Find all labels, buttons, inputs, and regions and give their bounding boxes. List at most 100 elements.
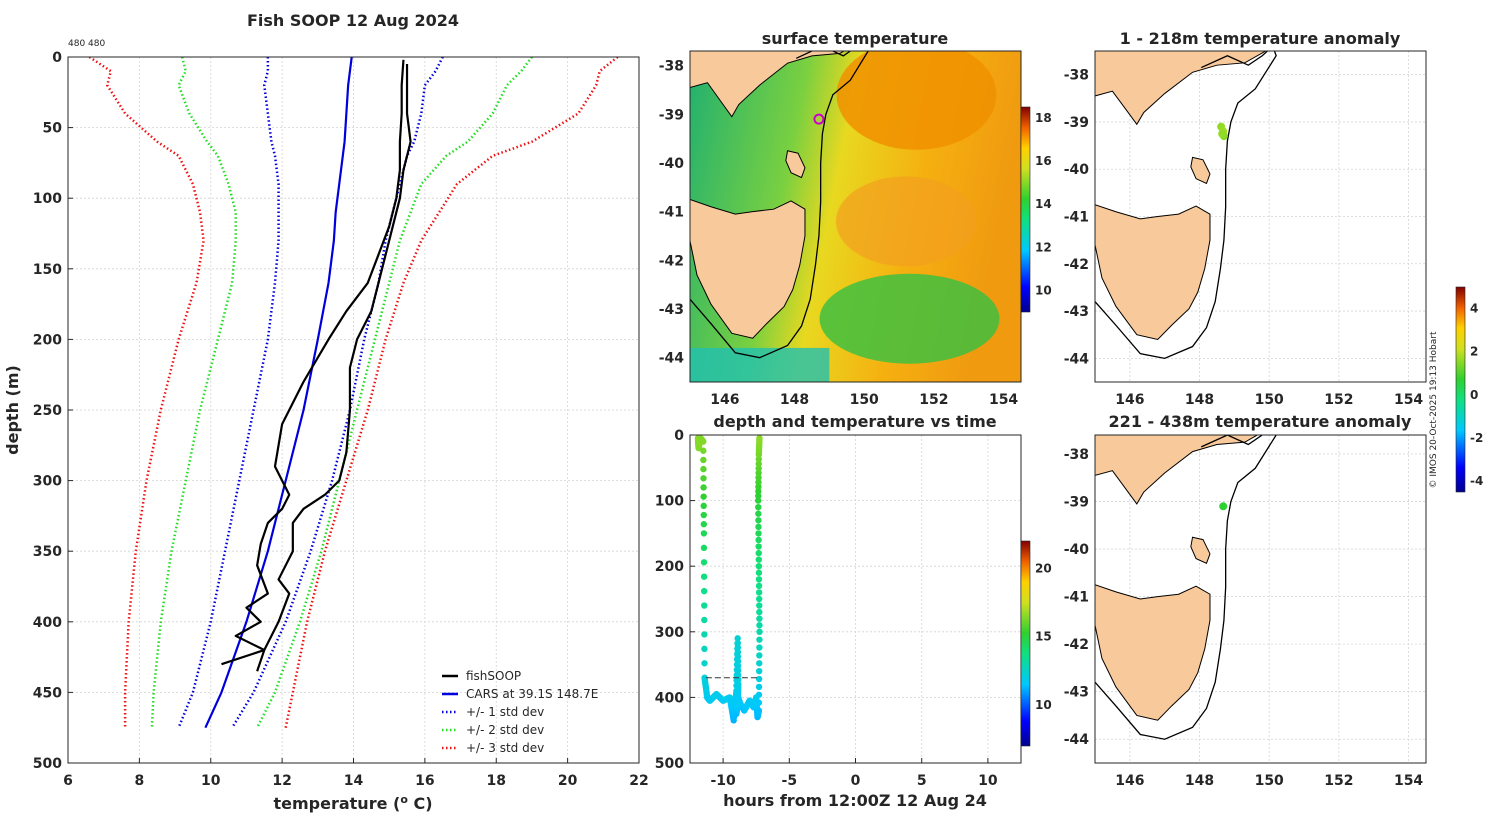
y-tick-label: 300 — [33, 474, 62, 490]
x-tick-label: 10 — [978, 773, 998, 789]
sst-colorbar-tick: 16 — [1035, 154, 1052, 168]
std3-plus-line — [284, 57, 619, 728]
track-point — [700, 511, 707, 519]
track-point — [700, 587, 708, 595]
shelf-contour — [690, 51, 869, 359]
track-point — [756, 644, 763, 651]
track-point — [755, 510, 762, 517]
y-tick-label: 350 — [33, 544, 62, 560]
anomaly-colorbar-tick: 4 — [1470, 302, 1478, 316]
std2-minus-line — [150, 57, 237, 728]
x-tick-label: 152 — [1324, 392, 1353, 408]
x-tick-label: 154 — [989, 392, 1018, 408]
map-plot-area — [1095, 51, 1426, 382]
track-point — [734, 671, 742, 679]
x-tick-label: 10 — [201, 773, 221, 789]
y-tick-label: -42 — [1064, 637, 1089, 653]
track-point — [755, 549, 762, 557]
track-point — [756, 435, 763, 442]
shelf-contour — [1095, 51, 1277, 360]
y-tick-label: -44 — [659, 351, 685, 367]
x-tick-label: 152 — [1324, 773, 1353, 789]
sst-colorbar-tick: 10 — [1035, 283, 1052, 297]
x-tick-label: 148 — [780, 392, 809, 408]
x-tick-label: 146 — [710, 392, 739, 408]
track-point — [700, 438, 707, 445]
track-point — [734, 648, 742, 656]
y-tick-label: 500 — [655, 756, 684, 772]
map-plot-area — [690, 51, 1021, 382]
track-point — [700, 544, 708, 552]
x-tick-label: 150 — [1255, 392, 1284, 408]
track-point — [700, 502, 707, 510]
track-point — [700, 559, 708, 566]
victoria-land — [1095, 51, 1267, 126]
anomaly-colorbar-tick: 2 — [1470, 345, 1478, 359]
anomaly-deep-panel: 146 148 150 152 154 -38 -39 -40 -41 -42 -43 -44 — [1064, 434, 1427, 789]
anomaly-shallow-title: 1 - 218m temperature anomaly — [1120, 29, 1401, 48]
anomaly-colorbar-tick: 0 — [1470, 388, 1478, 402]
anomaly-colorbar-tick: -2 — [1470, 431, 1483, 445]
track-point — [734, 662, 742, 670]
shelf-contour — [1095, 435, 1277, 740]
track-point — [701, 645, 708, 653]
victoria-land — [690, 51, 845, 118]
x-tick-label: 5 — [917, 773, 927, 789]
legend-label: CARS at 39.1S 148.7E — [466, 687, 598, 701]
tasmania-land — [690, 198, 806, 339]
sst-colorbar — [1020, 106, 1031, 313]
std1-minus-line — [177, 57, 280, 729]
x-tick-label: 154 — [1394, 392, 1423, 408]
track-point — [756, 636, 763, 643]
y-tick-label: 400 — [655, 690, 684, 706]
track-point — [754, 497, 762, 504]
std3-minus-line — [88, 57, 205, 728]
track-point — [755, 699, 763, 706]
depth-time-xlabel: hours from 12:00Z 12 Aug 24 — [723, 791, 987, 810]
track-point — [700, 521, 708, 528]
depth-time-colorbar-tick: 10 — [1035, 698, 1052, 712]
anomaly-colorbar-panel: -4 -2 0 2 4 — [1455, 286, 1483, 493]
y-tick-label: -38 — [1064, 68, 1089, 84]
legend: fishSOOP CARS at 39.1S 148.7E +/- 1 std de… — [442, 669, 598, 755]
x-tick-label: 18 — [487, 773, 506, 789]
track-point — [755, 595, 763, 603]
track-point — [755, 667, 763, 675]
map-plot-area — [1095, 435, 1426, 763]
y-tick-label: 50 — [43, 121, 63, 137]
grid — [67, 56, 640, 764]
x-tick-label: 16 — [415, 773, 434, 789]
track-point — [756, 608, 763, 616]
sst-colorbar-tick: 18 — [1035, 111, 1052, 125]
track-point — [755, 569, 763, 576]
y-tick-label: -42 — [1064, 257, 1089, 273]
sst-colorbar-tick: 12 — [1035, 240, 1052, 254]
flinders-island — [1190, 156, 1211, 185]
track-point — [734, 658, 742, 665]
legend-label: fishSOOP — [466, 669, 521, 683]
y-tick-label: -38 — [1064, 447, 1089, 463]
track-point — [701, 660, 708, 667]
y-tick-label: -40 — [659, 156, 685, 172]
y-tick-label: 100 — [655, 494, 684, 510]
track-point — [756, 615, 763, 622]
x-tick-label: 8 — [135, 773, 145, 789]
track-point — [755, 460, 762, 468]
y-tick-label: -39 — [1064, 115, 1089, 131]
y-tick-label: 200 — [655, 559, 684, 575]
x-tick-label: 150 — [1255, 773, 1284, 789]
tasmania-land — [1095, 204, 1211, 340]
sst-colorbar-tick: 14 — [1035, 197, 1052, 211]
anomaly-point — [1218, 129, 1227, 138]
track-point — [700, 530, 708, 537]
track-point — [734, 653, 742, 660]
track-point — [755, 543, 762, 550]
track-point — [756, 602, 763, 609]
y-tick-label: -38 — [659, 59, 684, 75]
track-point — [755, 456, 762, 463]
profile-plot-area — [88, 57, 619, 729]
y-tick-label: -44 — [1064, 351, 1090, 367]
track-point — [755, 707, 763, 714]
x-tick-label: -10 — [710, 773, 736, 789]
